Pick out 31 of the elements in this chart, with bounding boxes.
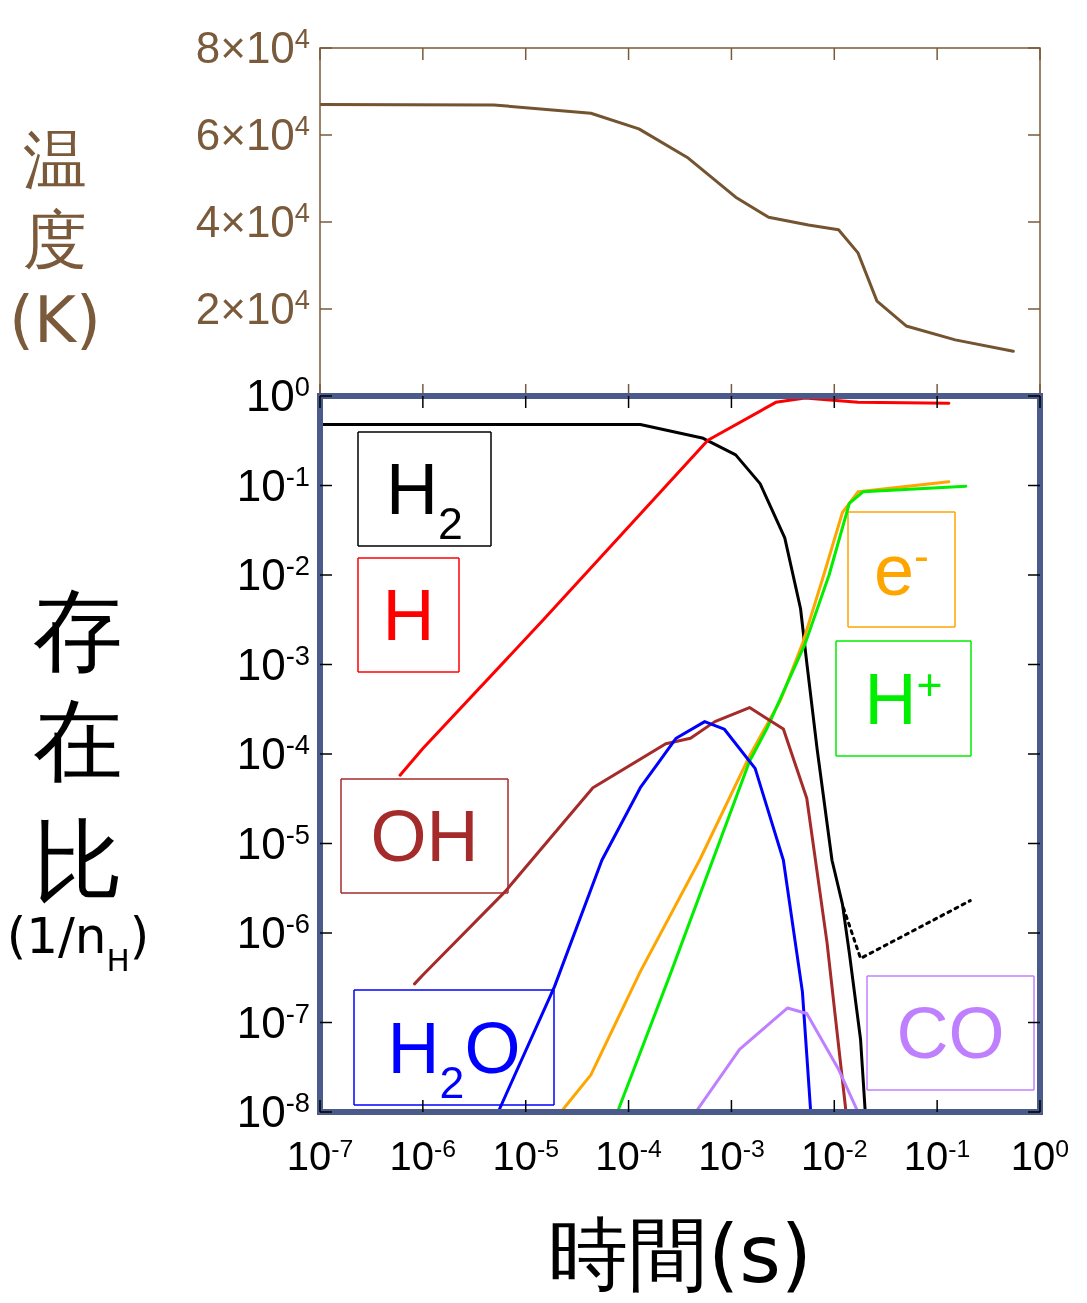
x-tick-label: 10$^{-6}$ <box>389 1134 457 1178</box>
y-tick-label: 4×10$^{4}$ <box>195 196 310 246</box>
x-tick-label: 10$^{-7}$ <box>286 1134 354 1178</box>
y-tick-label: 6×10$^{4}$ <box>195 109 310 159</box>
y-tick-label: 8×10$^{4}$ <box>195 22 310 72</box>
y-tick-label: 10$^{-8}$ <box>236 1086 310 1136</box>
legend-label: H$_{2}$O <box>387 1007 521 1106</box>
y-tick-label: 10$^{-2}$ <box>236 549 310 599</box>
y-tick-label: 10$^{-6}$ <box>236 907 310 957</box>
y-tick-label: 2×10$^{4}$ <box>195 283 310 333</box>
legend-label: H <box>382 575 435 655</box>
x-axis-title: 時間(s) <box>547 1208 813 1301</box>
legend-label: H$_{2}$ <box>386 449 463 548</box>
y-tick-label: 10$^{-5}$ <box>236 818 310 868</box>
legend-label: CO <box>896 993 1005 1073</box>
y-axis-title: 存在比(1/n$_{H}$) <box>6 577 150 978</box>
legend-label: OH <box>370 796 479 876</box>
x-tick-label: 10$^{-1}$ <box>903 1134 971 1178</box>
y-axis-title: 温度(K) <box>9 123 101 358</box>
y-tick-label: 10$^{-1}$ <box>236 460 310 510</box>
y-tick-label: 10$^{0}$ <box>245 370 310 420</box>
legend-label: H$^{+}$ <box>864 658 943 739</box>
x-tick-label: 10$^{-3}$ <box>698 1134 765 1178</box>
legend-label: e$^{-}$ <box>874 529 929 610</box>
y-tick-label: 10$^{-4}$ <box>236 728 310 778</box>
x-tick-label: 10$^{-4}$ <box>595 1134 663 1178</box>
x-tick-label: 10$^{-2}$ <box>801 1134 868 1178</box>
y-tick-label: 10$^{-7}$ <box>236 997 310 1047</box>
x-tick-label: 10$^{-5}$ <box>492 1134 559 1178</box>
x-tick-label: 10$^{0}$ <box>1010 1134 1070 1178</box>
y-tick-label: 10$^{-3}$ <box>236 639 310 689</box>
